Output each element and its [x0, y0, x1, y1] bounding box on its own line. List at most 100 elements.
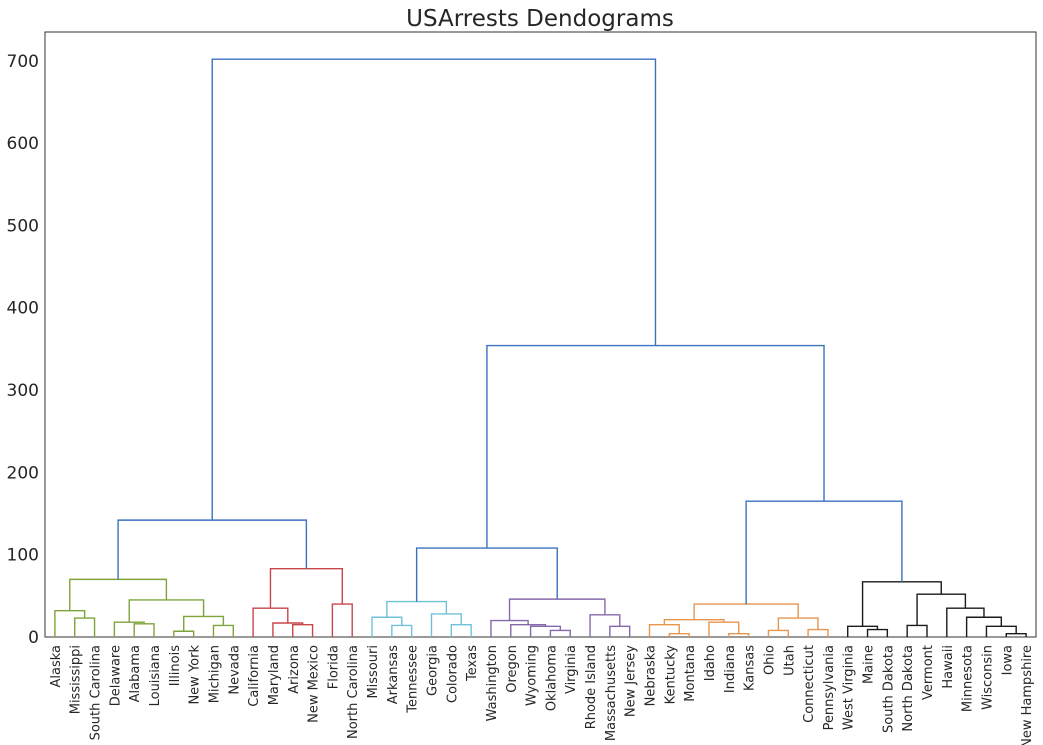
dendrogram-link — [391, 624, 413, 637]
leaf-label: Oklahoma — [544, 645, 559, 711]
leaf-label: Oregon — [505, 645, 520, 693]
dendrogram-link — [965, 616, 1003, 637]
leaf-label: Minnesota — [961, 645, 976, 712]
dendrogram-link — [486, 344, 825, 549]
leaf-label: Tennessee — [406, 645, 421, 714]
dendrogram-link — [861, 581, 942, 627]
leaf-label: Rhode Island — [584, 645, 599, 729]
leaf-label: Ohio — [762, 645, 777, 675]
dendrogram-link — [430, 613, 462, 637]
leaf-label: Iowa — [1000, 645, 1015, 675]
dendrogram-link — [269, 567, 343, 609]
dendrogram-links — [54, 58, 1027, 637]
dendrogram-link — [272, 622, 304, 637]
leaf-label: Arkansas — [386, 645, 401, 704]
leaf-label: Michigan — [207, 645, 222, 703]
leaf-label: Colorado — [445, 645, 460, 703]
leaf-label: South Dakota — [881, 645, 896, 733]
leaf-label: Alabama — [128, 645, 143, 702]
dendrogram-link — [117, 519, 308, 580]
dendrogram-link — [173, 630, 195, 637]
leaf-label: Arizona — [287, 645, 302, 694]
leaf-label: Montana — [683, 645, 698, 702]
leaf-label: Wyoming — [525, 645, 540, 706]
y-tick-label: 200 — [7, 463, 39, 483]
chart-title: USArrests Dendograms — [406, 6, 674, 32]
leaf-label: Vermont — [921, 645, 936, 700]
y-tick-label: 100 — [7, 546, 39, 566]
dendrogram-link — [183, 615, 225, 632]
dendrogram-link — [777, 617, 819, 631]
leaf-label: New Jersey — [624, 645, 639, 717]
leaf-label: Washington — [485, 645, 500, 721]
y-tick-label: 700 — [7, 52, 39, 72]
leaf-label: Idaho — [703, 645, 718, 681]
dendrogram-link — [916, 593, 967, 626]
dendrogram-link — [133, 623, 155, 637]
dendrogram-link — [866, 628, 889, 637]
leaf-label: Kentucky — [663, 645, 678, 705]
dendrogram-link — [693, 603, 799, 620]
leaf-label: Hawaii — [941, 645, 956, 689]
dendrogram-link — [450, 623, 472, 637]
dendrogram-link — [490, 619, 529, 637]
dendrogram-link — [292, 623, 314, 637]
leaf-label: Indiana — [723, 645, 738, 693]
dendrogram-link — [985, 625, 1017, 637]
leaf-label: Kansas — [743, 645, 758, 691]
leaf-label: New Mexico — [307, 645, 322, 723]
leaf-label: Maine — [862, 645, 877, 684]
leaf-label: Pennsylvania — [822, 645, 837, 730]
dendrogram-link — [745, 500, 903, 605]
dendrogram-link — [69, 578, 168, 611]
leaf-label: Utah — [782, 645, 797, 676]
dendrogram-link — [906, 624, 928, 637]
leaf-label: Georgia — [425, 645, 440, 696]
dendrogram-link — [128, 599, 205, 623]
leaf-label: Virginia — [564, 645, 579, 694]
leaf-label: North Carolina — [346, 645, 361, 739]
leaf-label: Maryland — [267, 645, 282, 705]
dendrogram-link — [331, 603, 353, 637]
y-tick-label: 0 — [28, 628, 39, 648]
leaf-label: New York — [188, 645, 203, 705]
dendrogram-link — [708, 621, 740, 637]
y-axis-ticks: 0 100 200 300 400 500 600 700 — [7, 52, 39, 648]
plot-frame — [44, 31, 1037, 638]
dendrogram-link — [549, 629, 571, 637]
dendrogram-link — [371, 616, 403, 637]
dendrogram-link — [386, 600, 448, 618]
leaf-label: Illinois — [168, 645, 183, 686]
dendrogram-link — [211, 58, 657, 521]
dendrogram-link — [609, 625, 631, 637]
dendrogram-link — [767, 629, 789, 637]
leaf-label: New Hampshire — [1020, 645, 1035, 745]
leaf-label: Connecticut — [802, 645, 817, 723]
leaf-label: Nevada — [227, 645, 242, 695]
leaf-labels: Alaska Mississippi South Carolina Delaware A… — [49, 645, 1035, 745]
dendrogram-link — [212, 624, 234, 637]
leaf-label: Texas — [465, 645, 480, 682]
leaf-label: Mississippi — [69, 645, 84, 714]
y-tick-label: 600 — [7, 134, 39, 154]
leaf-label: Florida — [326, 645, 341, 689]
dendrogram-link — [946, 607, 985, 637]
dendrogram-link — [648, 623, 680, 637]
dendrogram-link — [847, 625, 879, 637]
y-tick-label: 300 — [7, 381, 39, 401]
leaf-label: West Virginia — [842, 645, 857, 730]
leaf-label: North Dakota — [901, 645, 916, 732]
dendrogram-link — [113, 621, 145, 637]
leaf-label: Alaska — [49, 645, 64, 688]
dendrogram-link — [807, 628, 829, 637]
leaf-label: Wisconsin — [980, 645, 995, 710]
leaf-label: Missouri — [366, 645, 381, 699]
dendrogram-link — [529, 625, 562, 637]
leaf-label: South Carolina — [89, 645, 104, 740]
leaf-label: Louisiana — [148, 645, 163, 706]
leaf-label: California — [247, 645, 262, 707]
leaf-label: Nebraska — [644, 645, 659, 706]
leaf-label: Delaware — [108, 645, 123, 706]
y-tick-label: 500 — [7, 216, 39, 236]
